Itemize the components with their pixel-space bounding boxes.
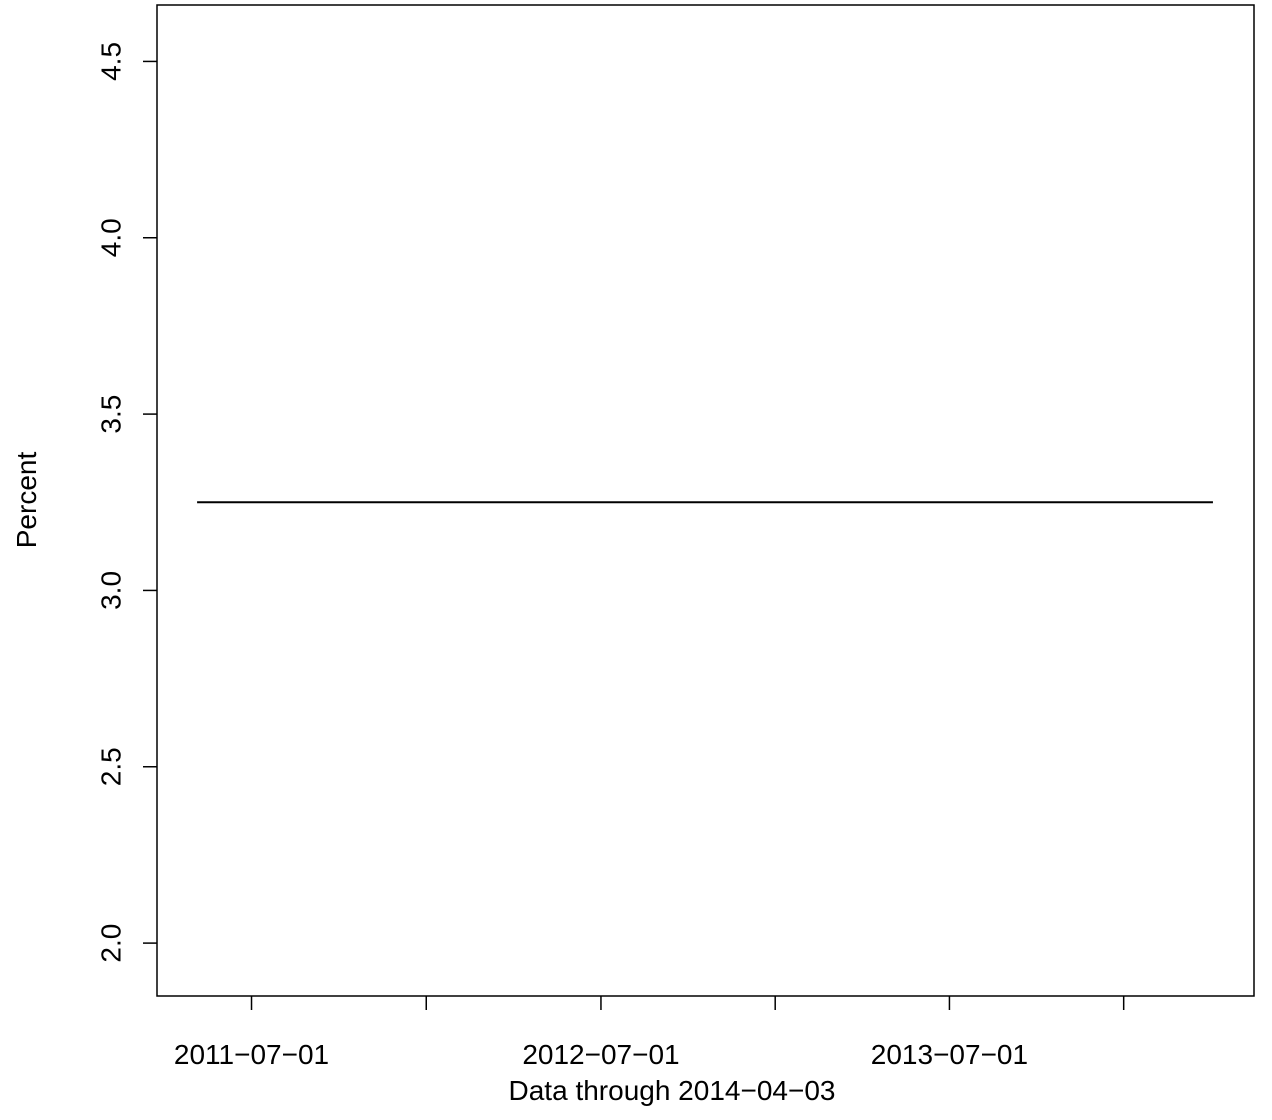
x-tick-label: 2011−07−01 xyxy=(174,1039,329,1070)
y-tick-label: 4.5 xyxy=(95,42,126,81)
y-tick-label: 2.5 xyxy=(95,747,126,786)
plot-frame xyxy=(156,4,1255,997)
y-tick-label: 3.0 xyxy=(95,571,126,610)
y-tick-label: 2.0 xyxy=(95,924,126,963)
x-tick-label: 2012−07−01 xyxy=(522,1039,679,1070)
x-tick-label: 2013−07−01 xyxy=(871,1039,1028,1070)
x-axis-label: Data through 2014−04−03 xyxy=(509,1075,836,1106)
y-tick-label: 3.5 xyxy=(95,395,126,434)
y-tick-label: 4.0 xyxy=(95,218,126,257)
y-axis-label: Percent xyxy=(11,452,42,549)
